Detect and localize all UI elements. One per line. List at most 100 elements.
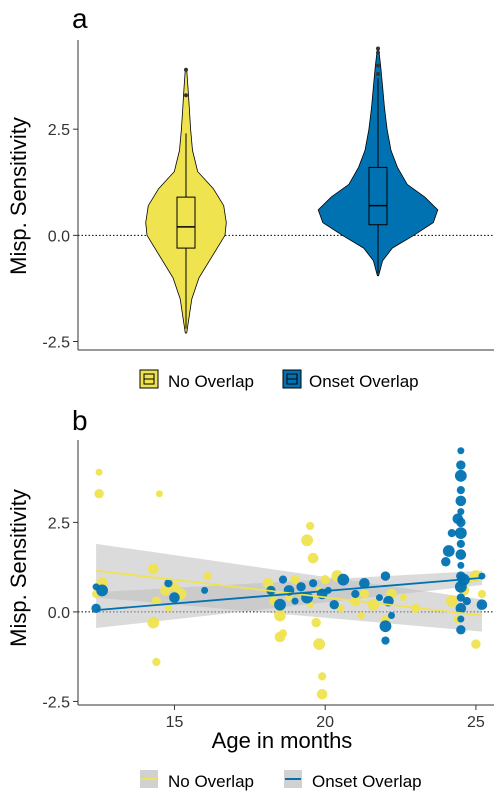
x-tick-label: 15: [166, 714, 184, 731]
data-point-onset-overlap: [441, 557, 451, 567]
data-point-no-overlap: [274, 609, 286, 622]
regression-line: [96, 576, 483, 611]
data-point-onset-overlap: [388, 611, 396, 619]
data-point-no-overlap: [160, 585, 171, 596]
outlier-point: [376, 63, 380, 68]
legend-label-onset-overlap: Onset Overlap: [309, 372, 419, 391]
data-point-onset-overlap: [201, 586, 209, 594]
x-tick-label: 20: [316, 714, 334, 731]
panel-b-plot-area: [78, 447, 494, 700]
data-point-onset-overlap: [457, 615, 465, 623]
data-point-onset-overlap: [456, 625, 466, 635]
outlier-point: [376, 50, 380, 55]
data-point-no-overlap: [477, 589, 487, 599]
panel-b-legend: No Overlap Onset Overlap: [140, 770, 422, 791]
legend-label-no-overlap: No Overlap: [168, 372, 254, 391]
data-point-no-overlap: [290, 574, 300, 585]
panel-a-legend: No Overlap Onset Overlap: [139, 369, 419, 391]
data-point-onset-overlap: [462, 597, 471, 606]
data-point-no-overlap: [316, 688, 328, 700]
data-point-no-overlap: [367, 598, 380, 611]
data-point-no-overlap: [152, 657, 161, 667]
box-iqr: [176, 196, 196, 249]
legend-label-onset-overlap: Onset Overlap: [312, 772, 422, 791]
panel-a-plot-area: [78, 46, 494, 334]
panel-a: a -2.5 0.0 2.5 Misp. Sensitivity No Overla…: [6, 3, 494, 391]
data-point-no-overlap: [306, 521, 315, 531]
panel-b-letter: b: [72, 405, 88, 436]
data-point-onset-overlap: [454, 527, 467, 540]
data-point-onset-overlap: [454, 469, 467, 482]
legend-label-no-overlap: No Overlap: [168, 772, 254, 791]
data-point-onset-overlap: [169, 592, 180, 603]
data-point-onset-overlap: [274, 598, 286, 611]
data-point-onset-overlap: [455, 603, 467, 614]
data-point-no-overlap: [307, 552, 319, 564]
legend-key-no-overlap-line: [140, 770, 158, 788]
data-point-onset-overlap: [442, 545, 455, 557]
data-point-onset-overlap: [476, 599, 488, 611]
data-point-no-overlap: [148, 563, 159, 575]
data-point-no-overlap: [471, 639, 481, 649]
data-point-onset-overlap: [164, 579, 173, 588]
outlier-point: [376, 46, 380, 51]
data-point-onset-overlap: [278, 575, 288, 584]
legend-key-no-overlap: [139, 369, 159, 389]
panel-b-x-axis-title: Age in months: [212, 728, 353, 753]
data-point-no-overlap: [301, 534, 314, 547]
panel-a-y-axis-title: Misp. Sensitivity: [6, 117, 31, 275]
data-point-no-overlap: [320, 574, 330, 585]
data-point-onset-overlap: [359, 577, 370, 589]
outlier-point: [184, 93, 188, 98]
legend-key-onset-overlap: [282, 369, 302, 389]
data-point-no-overlap: [151, 596, 162, 606]
data-point-onset-overlap: [456, 460, 466, 470]
data-point-onset-overlap: [381, 636, 390, 645]
data-point-no-overlap: [359, 589, 370, 599]
data-point-onset-overlap: [296, 582, 306, 592]
data-point-no-overlap: [203, 571, 212, 581]
data-point-onset-overlap: [380, 571, 391, 581]
y-tick-label: 2.5: [48, 122, 70, 139]
y-tick-label: -2.5: [42, 694, 70, 711]
x-tick-label: 25: [467, 714, 485, 731]
y-tick-label: 2.5: [48, 515, 70, 532]
data-point-onset-overlap: [456, 539, 465, 548]
data-point-onset-overlap: [455, 549, 467, 560]
data-point-no-overlap: [357, 611, 365, 619]
data-point-onset-overlap: [351, 589, 360, 599]
box-iqr: [368, 166, 388, 226]
data-point-no-overlap: [318, 672, 327, 681]
data-point-onset-overlap: [91, 603, 101, 614]
data-point-onset-overlap: [456, 486, 465, 495]
panel-b-x-ticks: 15 20 25: [166, 705, 485, 731]
data-point-no-overlap: [445, 595, 458, 608]
data-point-no-overlap: [95, 468, 103, 476]
y-tick-label: 0.0: [48, 605, 70, 622]
data-point-no-overlap: [285, 594, 293, 602]
data-point-onset-overlap: [329, 600, 339, 610]
data-point-onset-overlap: [375, 594, 383, 602]
data-point-onset-overlap: [309, 579, 318, 588]
data-point-no-overlap: [311, 617, 321, 628]
data-point-no-overlap: [94, 489, 104, 499]
data-point-onset-overlap: [457, 561, 465, 569]
data-point-onset-overlap: [447, 529, 456, 538]
panel-b-y-axis-title: Misp. Sensitivity: [6, 489, 31, 647]
y-tick-label: 0.0: [48, 228, 70, 245]
data-point-onset-overlap: [456, 593, 465, 602]
panel-b-y-ticks: -2.5 0.0 2.5: [42, 515, 78, 711]
outlier-point: [376, 71, 380, 76]
data-point-onset-overlap: [457, 508, 465, 516]
panel-a-letter: a: [72, 3, 88, 34]
data-point-onset-overlap: [456, 517, 466, 528]
data-point-no-overlap: [274, 631, 286, 643]
data-point-no-overlap: [164, 604, 172, 612]
data-point-onset-overlap: [337, 573, 350, 586]
panel-a-y-ticks: -2.5 0.0 2.5: [42, 122, 78, 352]
outlier-point: [184, 67, 188, 72]
data-point-onset-overlap: [96, 584, 109, 597]
data-point-onset-overlap: [379, 620, 392, 633]
data-point-no-overlap: [313, 638, 326, 651]
